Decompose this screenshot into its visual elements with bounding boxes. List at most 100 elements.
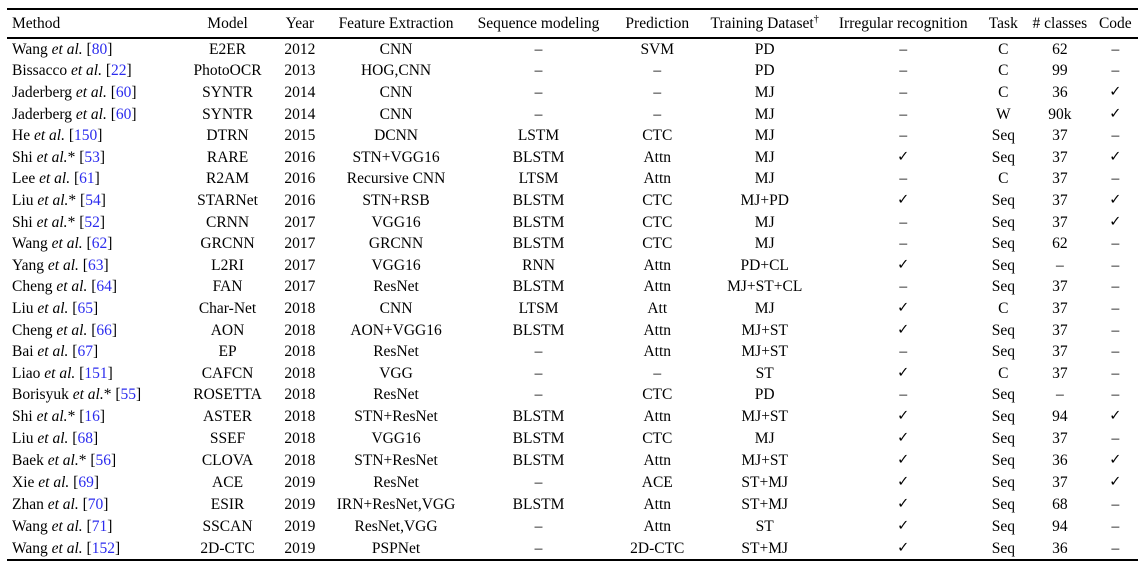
feature-extraction-cell: ResNet,VGG xyxy=(354,517,438,535)
checkmark-icon: ✓ xyxy=(897,149,910,165)
citation-link[interactable]: 53 xyxy=(84,148,100,166)
irregular-recognition-cell: ✓ xyxy=(827,189,980,211)
sequence-modeling-cell: – xyxy=(534,62,543,79)
irregular-recognition-cell: – xyxy=(899,278,908,295)
sequence-modeling-cell: – xyxy=(534,386,543,403)
checkmark-icon: ✓ xyxy=(897,474,910,490)
model-cell: RARE xyxy=(206,148,249,166)
citation-link[interactable]: 60 xyxy=(115,83,132,101)
sequence-modeling-cell: BLSTM xyxy=(512,451,565,469)
code-cell: – xyxy=(1111,256,1120,274)
irregular-recognition-cell: ✓ xyxy=(827,515,980,537)
code-cell: – xyxy=(1111,127,1120,144)
num-classes-cell: 37 xyxy=(1052,299,1068,317)
irregular-recognition-cell: ✓ xyxy=(827,362,980,384)
feature-extraction-cell: ResNet xyxy=(373,343,419,360)
method-cell: Bai et al. [67] xyxy=(12,343,99,360)
et-al-label: et al. xyxy=(47,256,79,274)
irregular-recognition-cell: ✓ xyxy=(827,146,980,168)
training-dataset-cell: ST+MJ xyxy=(741,539,789,557)
num-classes-cell: – xyxy=(1056,386,1064,403)
sequence-modeling-cell: LTSM xyxy=(518,299,559,317)
citation-link[interactable]: 54 xyxy=(85,191,101,209)
citation-link[interactable]: 63 xyxy=(87,256,104,274)
method-cell: Wang et al. [80] xyxy=(12,41,113,58)
prediction-cell: – xyxy=(653,83,662,101)
et-al-label: et al. xyxy=(37,191,69,209)
irregular-recognition-cell: – xyxy=(899,235,908,252)
feature-extraction-cell: STN+ResNet xyxy=(354,451,438,469)
prediction-cell: Att xyxy=(647,299,668,317)
training-dataset-cell: PD xyxy=(754,41,775,58)
year-cell: 2018 xyxy=(284,451,316,469)
feature-extraction-cell: CNN xyxy=(379,41,413,58)
irregular-recognition-cell: – xyxy=(899,83,908,101)
citation-link[interactable]: 70 xyxy=(87,495,104,513)
code-cell: – xyxy=(1111,170,1120,187)
citation-link[interactable]: 69 xyxy=(78,473,94,491)
prediction-cell: Attn xyxy=(643,170,672,187)
citation-link[interactable]: 22 xyxy=(111,62,127,79)
citation-link[interactable]: 56 xyxy=(95,451,112,469)
irregular-recognition-cell: – xyxy=(899,386,908,403)
citation-link[interactable]: 55 xyxy=(120,386,137,403)
checkmark-icon: ✓ xyxy=(1109,149,1122,165)
prediction-cell: Attn xyxy=(643,407,672,425)
citation-link[interactable]: 62 xyxy=(91,235,108,252)
model-cell: ESIR xyxy=(210,495,245,513)
prediction-cell: CTC xyxy=(642,191,673,209)
methods-comparison-table: Method Model Year Feature Extraction Sequenc… xyxy=(7,8,1138,561)
prediction-cell: CTC xyxy=(642,235,673,252)
num-classes-cell: – xyxy=(1056,256,1064,274)
et-al-label: et al. xyxy=(75,83,107,101)
citation-link[interactable]: 60 xyxy=(115,105,132,123)
citation-link[interactable]: 52 xyxy=(84,213,100,231)
citation-link[interactable]: 150 xyxy=(74,127,98,144)
code-cell: – xyxy=(1111,517,1120,535)
year-cell: 2014 xyxy=(284,105,316,123)
citation-link[interactable]: 16 xyxy=(84,407,100,425)
year-cell: 2018 xyxy=(284,407,316,425)
training-dataset-cell: MJ xyxy=(754,213,775,231)
task-cell: Seq xyxy=(991,278,1015,295)
citation-link[interactable]: 152 xyxy=(91,539,115,557)
column-header-year: Year xyxy=(272,9,328,39)
num-classes-cell: 37 xyxy=(1052,429,1068,447)
sequence-modeling-cell: – xyxy=(534,83,543,101)
prediction-cell: 2D-CTC xyxy=(630,539,685,557)
training-dataset-cell: ST+MJ xyxy=(741,473,789,491)
task-cell: C xyxy=(998,364,1009,382)
year-cell: 2017 xyxy=(284,256,316,274)
irregular-recognition-cell: – xyxy=(899,170,908,187)
citation-link[interactable]: 64 xyxy=(96,278,112,295)
code-cell: ✓ xyxy=(1093,103,1138,125)
training-dataset-cell: MJ xyxy=(754,105,775,123)
table-row: Liu et al. [68] SSEF 2018 VGG16 BLSTM CTC MJ ✓ S… xyxy=(7,427,1138,449)
checkmark-icon: ✓ xyxy=(897,430,910,446)
citation-link[interactable]: 67 xyxy=(77,343,93,360)
citation-link[interactable]: 65 xyxy=(77,299,93,317)
irregular-recognition-cell: – xyxy=(899,127,908,144)
code-cell: – xyxy=(1111,278,1120,295)
feature-extraction-cell: ResNet xyxy=(373,473,419,491)
model-cell: SYNTR xyxy=(202,83,253,101)
citation-link[interactable]: 68 xyxy=(77,429,93,447)
num-classes-cell: 37 xyxy=(1052,148,1068,166)
num-classes-cell: 37 xyxy=(1052,473,1068,491)
citation-link[interactable]: 80 xyxy=(91,41,108,58)
sequence-modeling-cell: – xyxy=(534,105,543,123)
citation-link[interactable]: 151 xyxy=(84,364,108,382)
table-row: Wang et al. [62] GRCNN 2017 GRCNN BLSTM CTC MJ… xyxy=(7,233,1138,254)
task-cell: Seq xyxy=(991,386,1015,403)
checkmark-icon: ✓ xyxy=(897,452,910,468)
num-classes-cell: 37 xyxy=(1052,364,1068,382)
task-cell: C xyxy=(998,62,1009,79)
task-cell: Seq xyxy=(991,213,1015,231)
table-row: Yang et al. [63] L2RI 2017 VGG16 RNN Attn PD+C… xyxy=(7,254,1138,276)
citation-link[interactable]: 71 xyxy=(91,517,108,535)
year-cell: 2015 xyxy=(284,127,316,144)
citation-link[interactable]: 66 xyxy=(96,321,112,339)
method-cell: Bissacco et al. [22] xyxy=(12,62,132,79)
citation-link[interactable]: 61 xyxy=(79,170,95,187)
sequence-modeling-cell: BLSTM xyxy=(512,148,565,166)
